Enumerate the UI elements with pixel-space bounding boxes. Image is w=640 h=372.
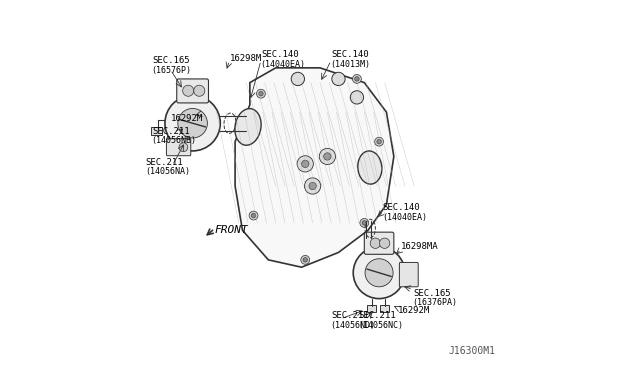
Circle shape <box>291 72 305 86</box>
FancyBboxPatch shape <box>364 232 394 254</box>
Circle shape <box>297 156 314 172</box>
Text: (14056ND): (14056ND) <box>330 321 375 330</box>
FancyBboxPatch shape <box>399 262 418 287</box>
Text: FRONT: FRONT <box>215 225 248 235</box>
Circle shape <box>355 77 359 81</box>
Circle shape <box>309 182 316 190</box>
Circle shape <box>301 256 310 264</box>
Text: SEC.211: SEC.211 <box>152 127 189 136</box>
Circle shape <box>360 218 369 227</box>
FancyBboxPatch shape <box>380 305 389 312</box>
Circle shape <box>377 140 381 144</box>
Circle shape <box>353 74 362 83</box>
Ellipse shape <box>358 151 382 184</box>
Circle shape <box>374 137 383 146</box>
Text: (14040EA): (14040EA) <box>382 212 427 221</box>
Circle shape <box>301 160 309 167</box>
Circle shape <box>353 247 405 299</box>
Text: (14056NA): (14056NA) <box>145 167 190 176</box>
Text: SEC.140: SEC.140 <box>331 51 369 60</box>
FancyBboxPatch shape <box>166 139 191 156</box>
Circle shape <box>179 143 188 152</box>
Text: SEC.140: SEC.140 <box>261 51 298 60</box>
Text: SEC.165: SEC.165 <box>413 289 451 298</box>
Text: SEC.211: SEC.211 <box>359 311 396 320</box>
Circle shape <box>324 153 331 160</box>
Circle shape <box>332 72 345 86</box>
Circle shape <box>165 96 220 151</box>
FancyBboxPatch shape <box>367 305 376 312</box>
Text: 16292M: 16292M <box>397 306 430 315</box>
Circle shape <box>257 89 266 98</box>
Circle shape <box>380 238 390 248</box>
Circle shape <box>319 148 335 164</box>
Circle shape <box>178 109 207 138</box>
Text: SEC.211: SEC.211 <box>146 157 183 167</box>
Circle shape <box>362 221 367 225</box>
Polygon shape <box>235 68 394 267</box>
Text: SEC.211: SEC.211 <box>331 311 369 320</box>
Circle shape <box>249 211 258 220</box>
Text: (14056NB): (14056NB) <box>151 137 196 145</box>
Text: (14056NC): (14056NC) <box>358 321 403 330</box>
Text: 16298MA: 16298MA <box>401 243 439 251</box>
Text: J16300M1: J16300M1 <box>449 346 495 356</box>
Circle shape <box>252 213 256 218</box>
Text: SEC.140: SEC.140 <box>383 203 420 212</box>
Circle shape <box>305 178 321 194</box>
Circle shape <box>259 92 263 96</box>
Ellipse shape <box>235 109 261 145</box>
Circle shape <box>370 238 381 248</box>
Circle shape <box>350 91 364 104</box>
Text: 16298M: 16298M <box>230 54 262 63</box>
Text: (16376PA): (16376PA) <box>412 298 458 307</box>
Circle shape <box>182 85 194 96</box>
Text: (14040EA): (14040EA) <box>260 60 305 70</box>
Text: 16292M: 16292M <box>170 114 203 123</box>
Circle shape <box>194 85 205 96</box>
Circle shape <box>303 258 307 262</box>
Text: SEC.165: SEC.165 <box>152 56 189 65</box>
FancyBboxPatch shape <box>151 127 162 135</box>
Text: (14013M): (14013M) <box>330 60 371 70</box>
Text: (16576P): (16576P) <box>151 65 191 74</box>
Circle shape <box>365 259 393 287</box>
FancyBboxPatch shape <box>177 79 209 103</box>
